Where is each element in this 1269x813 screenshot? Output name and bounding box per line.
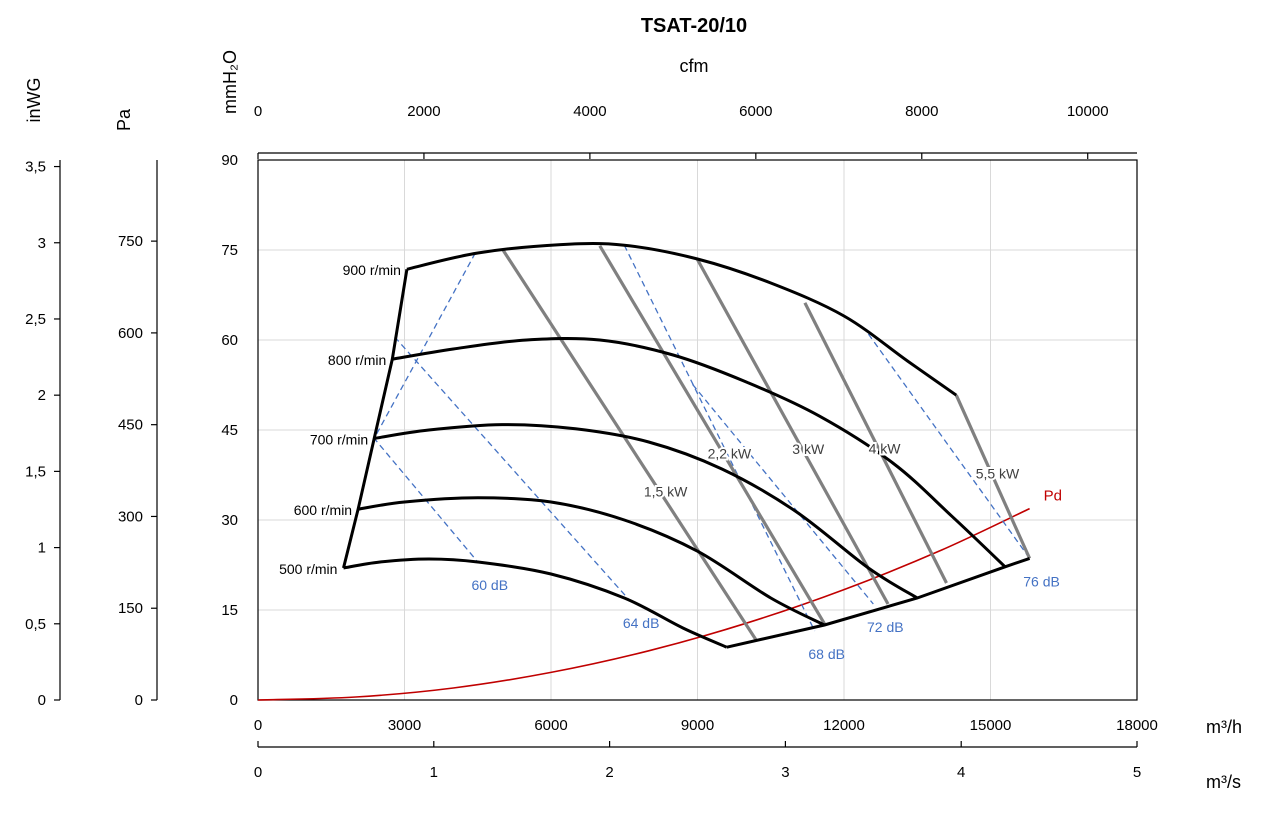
pa-axis-unit: Pa: [114, 108, 134, 131]
mmh2o-axis-unit: mmH₂O: [220, 50, 240, 114]
speed-curve: [406, 242, 958, 397]
speed-curve-label: 800 r/min: [328, 352, 386, 368]
noise-line: [394, 336, 630, 601]
bottom-secondary-axis-unit: m³/s: [1206, 772, 1241, 792]
inwg-tick-label: 2,5: [25, 311, 46, 328]
power-line-label: 1,5 kW: [644, 483, 688, 499]
inwg-tick-label: 0: [38, 692, 46, 709]
cfm-tick-label: 6000: [739, 103, 772, 120]
m3h-tick-label: 15000: [970, 717, 1012, 734]
noise-line-label: 72 dB: [867, 619, 904, 635]
noise-line-label: 76 dB: [1023, 573, 1060, 589]
m3s-tick-label: 1: [430, 764, 438, 781]
speed-boundary-left: [342, 268, 409, 569]
chart-title: TSAT-20/10: [641, 15, 747, 37]
power-line: [500, 247, 758, 641]
power-line-label: 3 kW: [792, 441, 825, 457]
inwg-tick-label: 3: [38, 235, 46, 252]
power-line-label: 2,2 kW: [708, 446, 752, 462]
pa-tick-label: 750: [118, 233, 143, 250]
label-layer: 500 r/min 600 r/min 700 r/min 800 r/min 900 …: [279, 262, 1062, 662]
mmh2o-tick-label: 75: [221, 242, 238, 259]
inwg-tick-label: 1: [38, 540, 46, 557]
mmh2o-tick-label: 90: [221, 152, 238, 169]
m3s-tick-label: 4: [957, 764, 965, 781]
speed-curve: [357, 496, 826, 627]
noise-line-label: 68 dB: [808, 646, 845, 662]
pa-tick-label: 450: [118, 417, 143, 434]
power-line: [954, 394, 1032, 560]
bottom-primary-axis-unit: m³/h: [1206, 717, 1242, 737]
m3s-tick-label: 0: [254, 764, 262, 781]
speed-curve-label: 500 r/min: [279, 561, 337, 577]
speed-curve: [392, 336, 1007, 568]
m3h-tick-label: 3000: [388, 717, 421, 734]
cfm-tick-label: 0: [254, 103, 262, 120]
power-line: [696, 258, 890, 605]
noise-line: [692, 383, 874, 605]
noise-line: [867, 333, 1031, 559]
m3s-tick-label: 5: [1133, 764, 1141, 781]
mmh2o-tick-label: 60: [221, 332, 238, 349]
noise-line-label: 64 dB: [623, 615, 660, 631]
speed-curve: [343, 557, 728, 649]
plot-layer: [257, 242, 1032, 701]
inwg-axis-unit: inWG: [24, 78, 44, 123]
inwg-tick-label: 3,5: [25, 159, 46, 176]
pa-tick-label: 300: [118, 508, 143, 525]
m3s-tick-label: 3: [781, 764, 789, 781]
cfm-tick-label: 10000: [1067, 103, 1109, 120]
pa-tick-label: 150: [118, 600, 143, 617]
cfm-tick-label: 4000: [573, 103, 606, 120]
cfm-tick-label: 2000: [407, 103, 440, 120]
pd-curve-label: Pd: [1044, 488, 1062, 505]
pd-curve: [257, 507, 1030, 701]
m3h-tick-label: 0: [254, 717, 262, 734]
grid-layer: [257, 159, 1138, 701]
noise-line-label: 60 dB: [471, 577, 508, 593]
inwg-tick-label: 0,5: [25, 616, 46, 633]
power-line: [803, 302, 948, 584]
inwg-tick-label: 2: [38, 387, 46, 404]
m3h-tick-label: 6000: [534, 717, 567, 734]
speed-boundary-bottom: [726, 556, 1031, 649]
noise-line: [623, 244, 816, 632]
speed-curve-label: 600 r/min: [294, 502, 352, 518]
mmh2o-tick-label: 15: [221, 602, 238, 619]
speed-curve-label: 700 r/min: [310, 431, 368, 447]
top-axis-unit: cfm: [680, 56, 709, 76]
plot-frame: [257, 159, 1138, 701]
m3h-tick-label: 9000: [681, 717, 714, 734]
speed-curve: [373, 423, 919, 600]
power-line-label: 4 kW: [869, 441, 902, 457]
m3h-tick-label: 18000: [1116, 717, 1158, 734]
cfm-tick-label: 8000: [905, 103, 938, 120]
pa-tick-label: 600: [118, 325, 143, 342]
mmh2o-tick-label: 30: [221, 512, 238, 529]
mmh2o-tick-label: 45: [221, 422, 238, 439]
m3s-tick-label: 2: [605, 764, 613, 781]
pa-tick-label: 0: [135, 692, 143, 709]
speed-curve-label: 900 r/min: [343, 262, 401, 278]
power-line-label: 5,5 kW: [976, 466, 1020, 482]
power-line: [598, 244, 826, 625]
noise-line: [373, 252, 479, 563]
inwg-tick-label: 1,5: [25, 463, 46, 480]
mmh2o-tick-label: 0: [230, 692, 238, 709]
m3h-tick-label: 12000: [823, 717, 865, 734]
